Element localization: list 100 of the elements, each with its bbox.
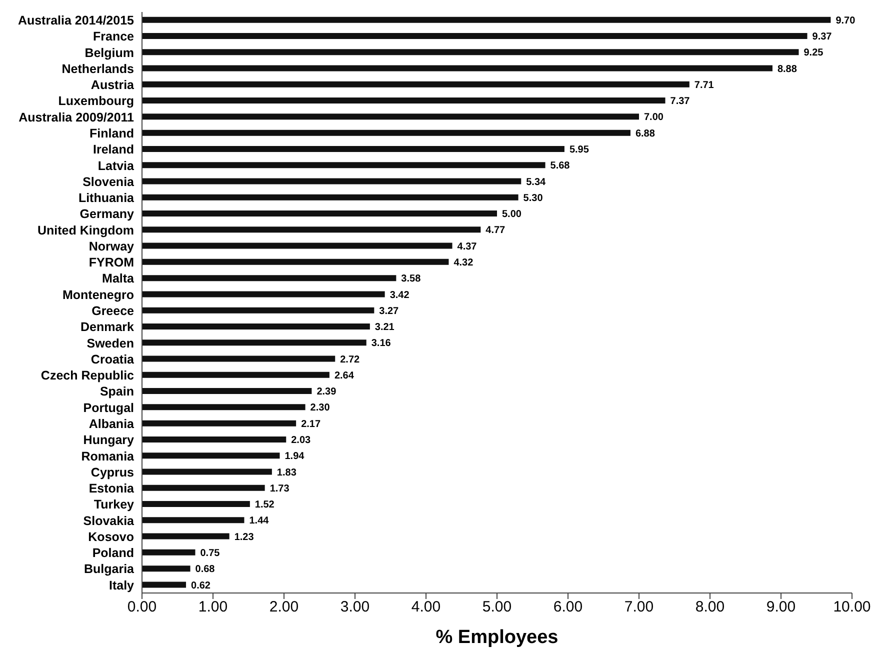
x-tick-label: 8.00 xyxy=(695,598,725,616)
x-tick-label: 5.00 xyxy=(482,598,512,616)
bar xyxy=(142,420,296,426)
data-label: 5.30 xyxy=(523,192,544,204)
y-tick-label: FYROM xyxy=(88,256,134,270)
data-label: 0.62 xyxy=(191,580,211,592)
bar xyxy=(142,258,449,265)
bar xyxy=(142,549,196,556)
x-tick-label: 9.00 xyxy=(766,598,796,616)
bar xyxy=(142,372,330,378)
y-tick-label: Ireland xyxy=(93,142,134,157)
data-label: 2.64 xyxy=(334,370,354,382)
y-tick-label: Slovenia xyxy=(82,174,136,189)
data-label: 0.68 xyxy=(195,564,216,576)
x-tick-label: 2.00 xyxy=(269,598,299,616)
data-label: 8.88 xyxy=(777,64,798,75)
x-tick-label: 6.00 xyxy=(553,598,583,616)
x-tick-label: 0.00 xyxy=(127,598,157,616)
bar xyxy=(142,146,564,152)
y-tick-label: Norway xyxy=(88,239,134,254)
bar xyxy=(142,501,250,508)
data-label: 5.68 xyxy=(550,160,570,172)
bar xyxy=(142,226,481,233)
y-tick-label: France xyxy=(93,30,134,44)
y-tick-label: United Kingdom xyxy=(37,223,134,238)
y-tick-label: Luxembourg xyxy=(58,94,134,108)
y-tick-label: Cyprus xyxy=(90,465,134,480)
data-label: 0.75 xyxy=(200,548,220,559)
y-tick-label: Denmark xyxy=(80,320,134,334)
y-tick-label: Greece xyxy=(92,304,134,318)
bar xyxy=(142,162,546,168)
bar xyxy=(142,49,799,56)
y-tick-label: Australia 2014/2015 xyxy=(18,14,134,28)
y-tick-label: Finland xyxy=(90,126,134,140)
bar xyxy=(142,130,630,136)
bar xyxy=(142,98,666,104)
bar xyxy=(142,582,186,588)
bar xyxy=(142,566,190,572)
bar xyxy=(142,65,772,72)
y-tick-label: Germany xyxy=(80,207,134,222)
x-tick-label: 1.00 xyxy=(198,598,228,616)
y-tick-label: Lithuania xyxy=(78,191,136,206)
data-label: 6.88 xyxy=(635,128,656,140)
data-label: 3.27 xyxy=(379,306,400,317)
y-tick-label: Poland xyxy=(92,546,134,560)
y-tick-label: Latvia xyxy=(98,158,136,173)
data-label: 5.34 xyxy=(526,176,546,188)
data-label: 4.37 xyxy=(457,241,478,252)
x-tick-label: 10.00 xyxy=(833,598,871,616)
y-tick-label: Turkey xyxy=(94,498,134,512)
data-label: 7.71 xyxy=(694,80,714,91)
data-label: 1.73 xyxy=(270,483,290,494)
y-tick-label: Montenegro xyxy=(62,288,134,302)
data-label: 9.25 xyxy=(804,48,824,59)
y-tick-label: Romania xyxy=(81,449,136,464)
bar xyxy=(142,484,265,491)
y-tick-label: Spain xyxy=(100,384,134,399)
bar xyxy=(142,436,286,442)
data-label: 9.37 xyxy=(812,32,832,43)
data-label: 3.58 xyxy=(401,274,422,285)
data-label: 9.70 xyxy=(836,15,856,26)
bar xyxy=(142,178,522,184)
data-label: 2.03 xyxy=(291,435,312,446)
data-label: 7.37 xyxy=(670,96,690,108)
data-label: 4.32 xyxy=(454,257,474,268)
data-label: 1.52 xyxy=(254,500,275,511)
bar xyxy=(142,388,312,394)
bar xyxy=(142,194,518,200)
x-tick-label: 7.00 xyxy=(624,598,654,616)
y-tick-label: Estonia xyxy=(88,482,136,496)
bar xyxy=(142,210,497,217)
x-axis-title: % Employees xyxy=(436,627,558,648)
data-label: 4.77 xyxy=(486,225,506,236)
bar xyxy=(142,32,808,39)
y-tick-label: Bulgaria xyxy=(84,562,136,576)
data-label: 1.23 xyxy=(234,532,254,543)
data-label: 2.72 xyxy=(340,354,360,366)
x-tick-label: 4.00 xyxy=(411,598,441,616)
data-label: 3.42 xyxy=(390,290,410,301)
y-tick-label: Hungary xyxy=(83,433,134,448)
bar xyxy=(142,404,306,410)
y-tick-label: Croatia xyxy=(90,352,136,366)
y-tick-label: Kosovo xyxy=(88,530,134,544)
data-label: 3.16 xyxy=(371,338,392,350)
y-tick-label: Italy xyxy=(108,578,134,592)
data-label: 3.21 xyxy=(374,322,395,334)
bar xyxy=(142,242,452,249)
data-label: 2.30 xyxy=(310,402,330,414)
y-tick-label: Belgium xyxy=(84,46,134,60)
y-tick-label: Albania xyxy=(88,416,136,431)
y-tick-label: Austria xyxy=(90,78,136,92)
bar xyxy=(142,275,396,282)
bar xyxy=(142,323,370,330)
bar xyxy=(142,307,374,314)
bar xyxy=(142,356,336,362)
y-tick-label: Slovakia xyxy=(83,514,136,528)
y-tick-label: Czech Republic xyxy=(40,368,134,383)
y-tick-label: Portugal xyxy=(83,400,134,415)
data-label: 1.83 xyxy=(276,467,297,478)
y-tick-label: Malta xyxy=(102,272,136,286)
